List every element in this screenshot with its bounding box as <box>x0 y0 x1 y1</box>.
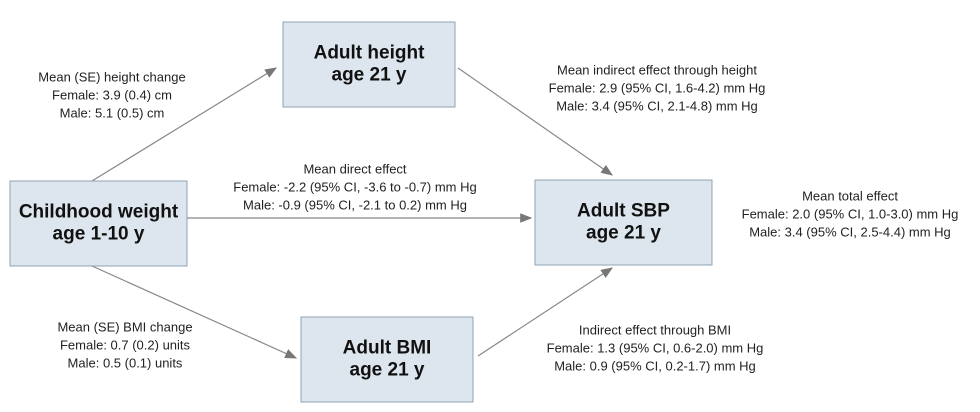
node-label: age 1-10 y <box>53 224 145 245</box>
node-label: age 21 y <box>332 65 407 86</box>
edge-label: Mean (SE) BMI change <box>57 319 192 334</box>
edge-label: Male: 5.1 (0.5) cm <box>60 105 165 120</box>
node-box <box>282 21 456 108</box>
node-box <box>9 180 188 267</box>
edge-label: Mean indirect effect through height <box>557 62 757 77</box>
node-box <box>534 179 713 266</box>
edge-label: Indirect effect through BMI <box>579 322 731 337</box>
edge-label: Mean total effect <box>802 188 898 203</box>
node-label: Adult BMI <box>343 338 432 359</box>
edge-label: Female: 1.3 (95% CI, 0.6-2.0) mm Hg <box>547 340 764 355</box>
arrows <box>91 67 614 359</box>
arrow <box>91 265 298 359</box>
node-box <box>300 316 474 403</box>
node-label: age 21 y <box>350 360 425 381</box>
edge-label: Male: 3.4 (95% CI, 2.5-4.4) mm Hg <box>749 224 951 239</box>
edge-label: Male: 3.4 (95% CI, 2.1-4.8) mm Hg <box>556 98 758 113</box>
edge-label: Female: 3.9 (0.4) cm <box>52 87 172 102</box>
edge-label: Male: -0.9 (95% CI, -2.1 to 0.2) mm Hg <box>243 197 467 212</box>
edge-label: Female: -2.2 (95% CI, -3.6 to -0.7) mm H… <box>233 179 476 194</box>
edge-label: Female: 2.9 (95% CI, 1.6-4.2) mm Hg <box>549 80 766 95</box>
arrow <box>457 67 613 176</box>
arrow <box>91 67 278 182</box>
node-label: Childhood weight <box>19 202 179 223</box>
node-label: Adult SBP <box>577 201 670 222</box>
edge-label: Male: 0.5 (0.1) units <box>68 355 183 370</box>
arrow <box>477 267 614 357</box>
node-label: age 21 y <box>586 223 661 244</box>
edge-label: Mean (SE) height change <box>38 69 185 84</box>
edge-label: Female: 2.0 (95% CI, 1.0-3.0) mm Hg <box>742 206 959 221</box>
edge-label: Mean direct effect <box>303 161 406 176</box>
node-label: Adult height <box>314 43 425 64</box>
edge-label: Male: 0.9 (95% CI, 0.2-1.7) mm Hg <box>554 358 756 373</box>
edge-label: Female: 0.7 (0.2) units <box>60 337 191 352</box>
